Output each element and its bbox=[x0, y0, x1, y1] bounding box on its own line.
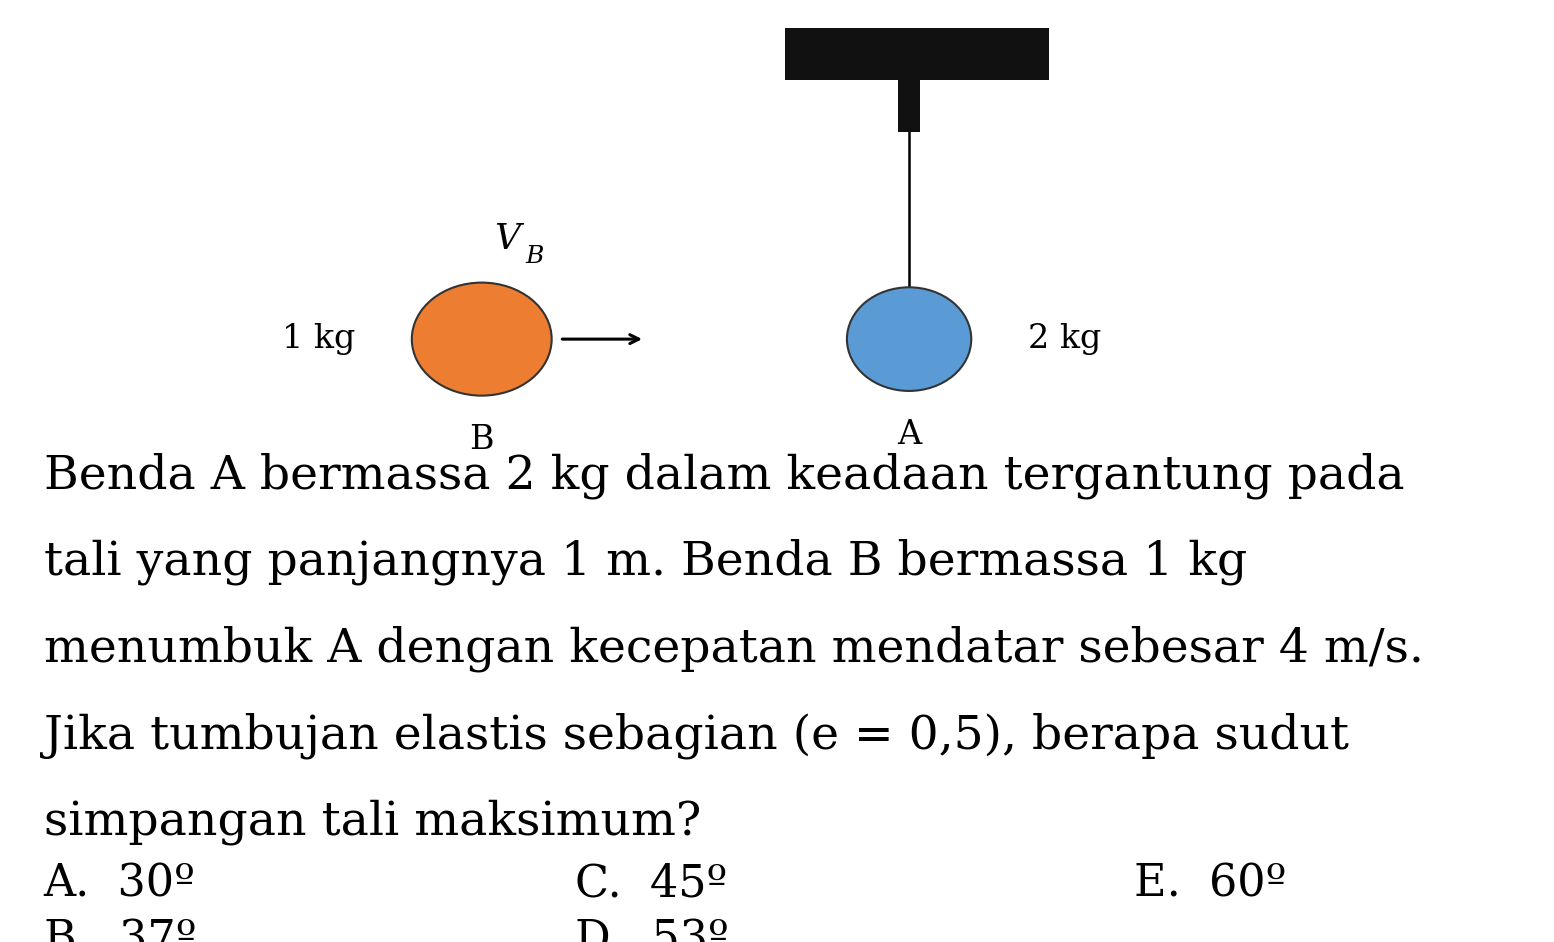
Text: tali yang panjangnya 1 m. Benda B bermassa 1 kg: tali yang panjangnya 1 m. Benda B bermas… bbox=[44, 539, 1246, 585]
Text: C.  45º: C. 45º bbox=[575, 862, 727, 905]
Text: B.  37º: B. 37º bbox=[44, 918, 196, 942]
Text: B: B bbox=[469, 424, 494, 456]
Text: E.  60º: E. 60º bbox=[1134, 862, 1287, 905]
Ellipse shape bbox=[412, 283, 552, 396]
Text: Jika tumbujan elastis sebagian (e = 0,5), berapa sudut: Jika tumbujan elastis sebagian (e = 0,5)… bbox=[44, 712, 1349, 758]
Text: A.  30º: A. 30º bbox=[44, 862, 196, 905]
Text: V: V bbox=[494, 222, 521, 256]
Bar bbox=[785, 28, 1049, 80]
Text: 1 kg: 1 kg bbox=[281, 323, 356, 355]
Text: menumbuk A dengan kecepatan mendatar sebesar 4 m/s.: menumbuk A dengan kecepatan mendatar seb… bbox=[44, 625, 1423, 672]
Bar bbox=[898, 75, 920, 132]
Text: Benda A bermassa 2 kg dalam keadaan tergantung pada: Benda A bermassa 2 kg dalam keadaan terg… bbox=[44, 452, 1405, 498]
Ellipse shape bbox=[847, 287, 971, 391]
Text: 2 kg: 2 kg bbox=[1027, 323, 1102, 355]
Text: A: A bbox=[897, 419, 922, 451]
Text: simpangan tali maksimum?: simpangan tali maksimum? bbox=[44, 799, 701, 845]
Text: B: B bbox=[525, 245, 544, 268]
Text: D.  53º: D. 53º bbox=[575, 918, 729, 942]
